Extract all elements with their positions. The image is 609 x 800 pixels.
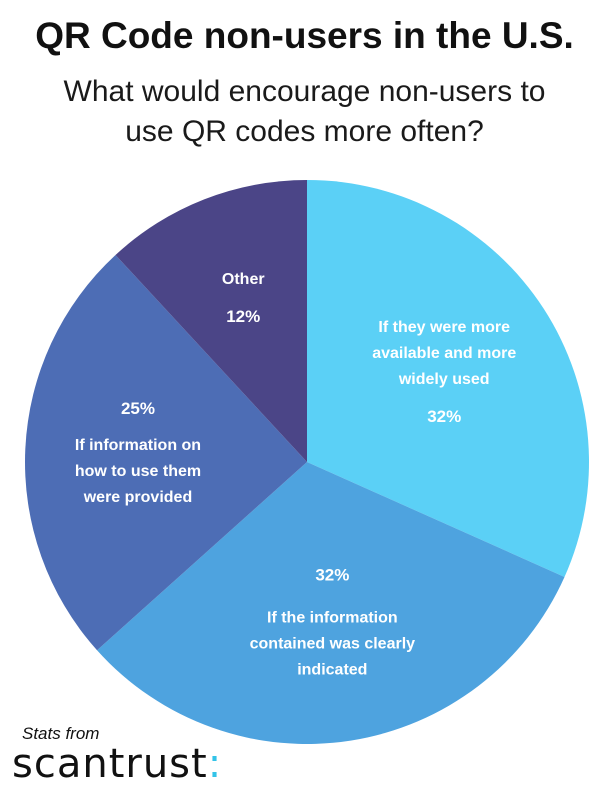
pie-slice-3-label-line-3: were provided <box>83 489 192 506</box>
pie-slice-1-label-line-1: If they were more <box>378 319 510 336</box>
stats-from-label: Stats from <box>22 724 100 743</box>
pie-slice-2-label-line-1: If the information <box>267 610 398 627</box>
pie-slice-1 <box>307 180 589 577</box>
scantrust-logo-colon: : <box>207 741 223 787</box>
scantrust-logo: scantrust: <box>12 740 222 788</box>
pie-labels: If they were more available and more widel… <box>75 271 516 678</box>
pie-slice-4 <box>115 180 308 462</box>
pie-slice-2-label-line-3: indicated <box>297 662 367 679</box>
chart-title: QR Code non-users in the U.S. <box>35 15 574 56</box>
chart-subtitle-line-1: What would encourage non-users to <box>63 75 546 108</box>
pie-slice-4-percent: 12% <box>226 307 260 326</box>
pie-slice-2 <box>97 462 565 744</box>
scantrust-logo-text: scantrust <box>12 741 208 787</box>
pie-slice-3-percent: 25% <box>121 399 155 418</box>
pie-slices <box>25 180 589 744</box>
pie-slice-3 <box>25 254 308 651</box>
pie-slice-3-label-line-2: how to use them <box>75 463 201 480</box>
pie-slice-3-label-line-1: If information on <box>75 437 201 454</box>
chart-subtitle: What would encourage non-users to use QR… <box>20 72 589 152</box>
pie-slice-1-label-line-3: widely used <box>398 371 490 388</box>
pie-slice-2-label-line-2: contained was clearly <box>250 636 416 653</box>
pie-slice-4-label-line-1: Other <box>222 271 265 288</box>
pie-slice-1-percent: 32% <box>427 407 461 426</box>
pie-slice-2-percent: 32% <box>315 566 349 585</box>
pie-slice-1-label-line-2: available and more <box>372 345 516 362</box>
chart-subtitle-line-2: use QR codes more often? <box>125 115 484 148</box>
